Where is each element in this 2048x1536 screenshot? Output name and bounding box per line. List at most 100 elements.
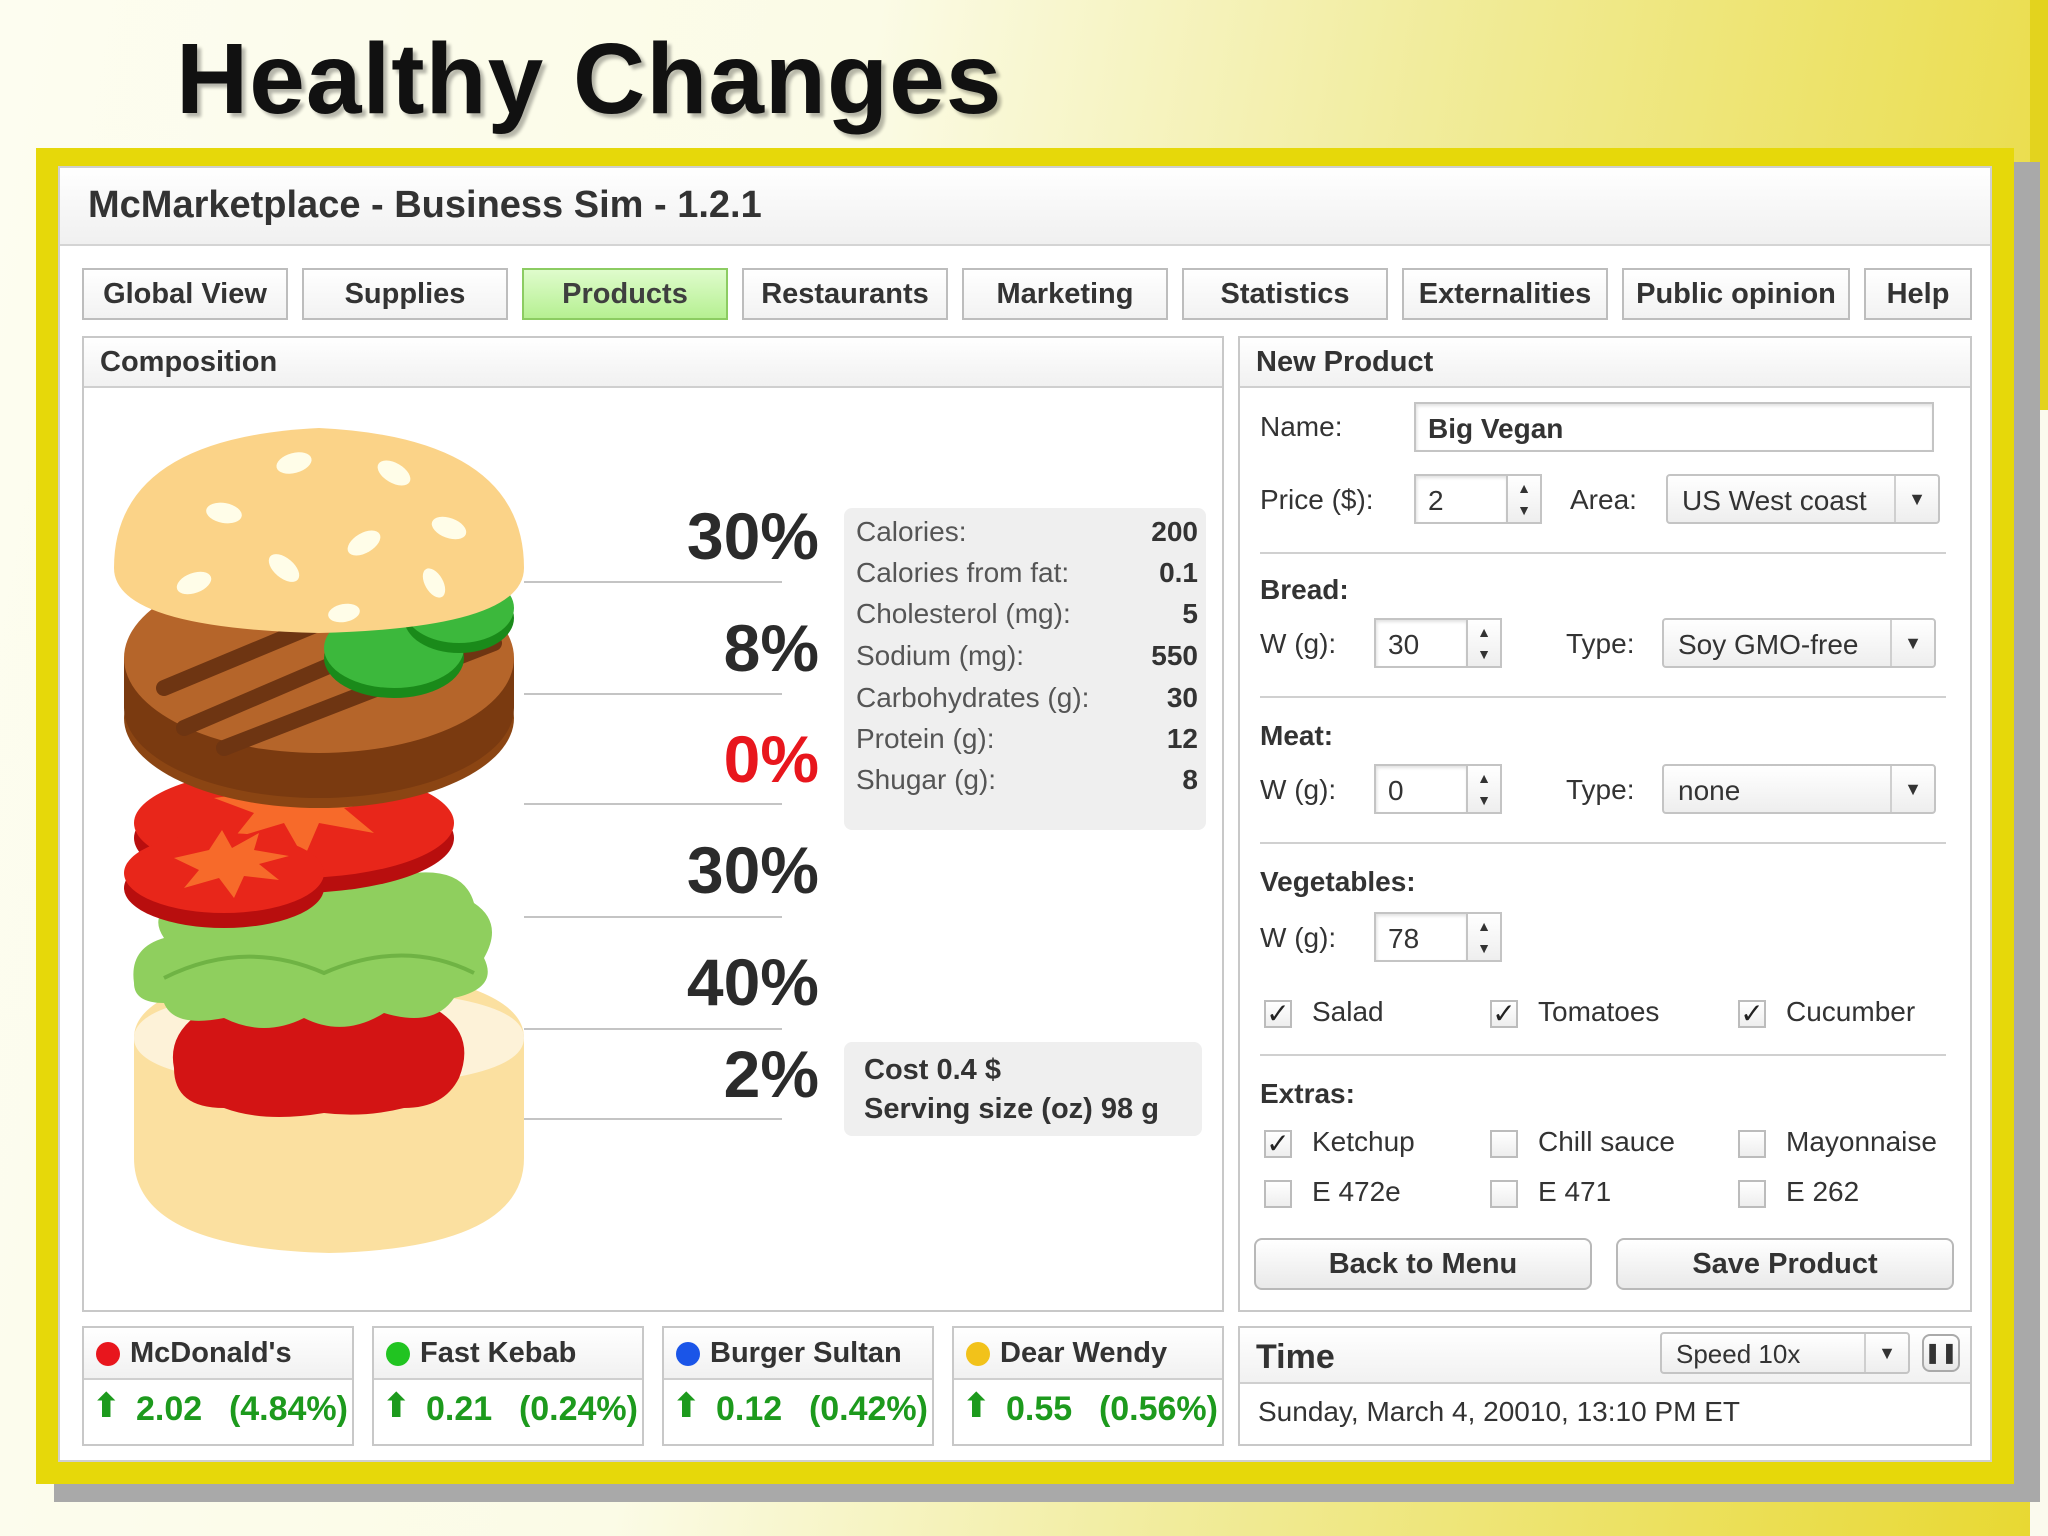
serving-text: Serving size (oz) 98 g	[864, 1093, 1159, 1125]
meat-label: Meat:	[1260, 720, 1334, 751]
app-window: McMarketplace - Business Sim - 1.2.1 Glo…	[58, 166, 1992, 1462]
pct-divider	[524, 581, 782, 583]
vegetables-label: Vegetables:	[1260, 866, 1416, 897]
name-input[interactable]: Big Vegan	[1414, 402, 1934, 452]
price-label: Price ($):	[1260, 484, 1374, 515]
pct-divider	[524, 693, 782, 695]
bread-weight-input[interactable]: 30	[1374, 618, 1468, 668]
salad-checkbox[interactable]: ✓	[1264, 1000, 1292, 1028]
chill-sauce-label: Chill sauce	[1538, 1126, 1675, 1157]
arrow-up-icon: ⬆	[92, 1387, 121, 1425]
competitor-card: Fast Kebab ⬆ 0.21 (0.24%)	[372, 1326, 644, 1446]
nutrition-row: Calories: 200	[856, 516, 1198, 547]
composition-title: Composition	[84, 338, 1222, 388]
area-label: Area:	[1570, 484, 1637, 515]
tab-public-opinion[interactable]: Public opinion	[1622, 268, 1850, 320]
arrow-up-icon: ⬆	[672, 1387, 701, 1425]
e472e-checkbox[interactable]	[1264, 1180, 1292, 1208]
time-title: Time	[1256, 1338, 1335, 1376]
tab-restaurants[interactable]: Restaurants	[742, 268, 948, 320]
status-dot-icon	[676, 1342, 700, 1366]
pct-cucumber: 8%	[723, 611, 819, 685]
bread-weight-label: W (g):	[1260, 628, 1337, 659]
tab-marketing[interactable]: Marketing	[962, 268, 1168, 320]
mayonnaise-checkbox[interactable]	[1738, 1130, 1766, 1158]
ketchup-label: Ketchup	[1312, 1126, 1415, 1157]
nutrition-row: Calories from fat: 0.1	[856, 557, 1198, 588]
e262-checkbox[interactable]	[1738, 1180, 1766, 1208]
e262-label: E 262	[1786, 1176, 1860, 1207]
meat-weight-label: W (g):	[1260, 774, 1337, 805]
tab-global-view[interactable]: Global View	[82, 268, 288, 320]
salad-label: Salad	[1312, 996, 1384, 1027]
arrow-up-icon: ⬆	[382, 1387, 411, 1425]
window-titlebar: McMarketplace - Business Sim - 1.2.1	[60, 168, 1990, 246]
veg-weight-input[interactable]: 78	[1374, 912, 1468, 962]
veg-weight-stepper[interactable]: ▲ ▼	[1466, 912, 1502, 962]
pause-icon[interactable]: ❚❚	[1922, 1334, 1960, 1372]
chevron-down-icon: ▼	[1864, 1334, 1908, 1372]
name-label: Name:	[1260, 411, 1343, 442]
current-datetime: Sunday, March 4, 20010, 13:10 PM ET	[1258, 1396, 1740, 1427]
window-title: McMarketplace - Business Sim - 1.2.1	[88, 184, 762, 226]
cucumber-checkbox[interactable]: ✓	[1738, 1000, 1766, 1028]
price-stepper[interactable]: ▲ ▼	[1506, 474, 1542, 524]
meat-weight-stepper[interactable]: ▲ ▼	[1466, 764, 1502, 814]
tab-supplies[interactable]: Supplies	[302, 268, 508, 320]
price-input[interactable]: 2	[1414, 474, 1508, 524]
save-product-button[interactable]: Save Product	[1616, 1238, 1954, 1290]
pct-ketchup: 2%	[723, 1037, 819, 1111]
nutrition-row: Shugar (g): 8	[856, 764, 1198, 795]
new-product-title: New Product	[1240, 338, 1970, 388]
pct-divider	[524, 1118, 782, 1120]
divider	[1260, 552, 1946, 554]
competitor-card: McDonald's ⬆ 2.02 (4.84%)	[82, 1326, 354, 1446]
nutrition-row: Cholesterol (mg): 5	[856, 598, 1198, 629]
e471-label: E 471	[1538, 1176, 1612, 1207]
divider	[1260, 696, 1946, 698]
back-to-menu-button[interactable]: Back to Menu	[1254, 1238, 1592, 1290]
divider	[1260, 842, 1946, 844]
tab-products[interactable]: Products	[522, 268, 728, 320]
competitor-header: Fast Kebab	[374, 1328, 642, 1380]
e471-checkbox[interactable]	[1490, 1180, 1518, 1208]
area-select[interactable]: US West coast ▼	[1666, 474, 1940, 524]
veg-weight-label: W (g):	[1260, 922, 1337, 953]
divider	[1260, 1054, 1946, 1056]
pct-meat: 0%	[723, 722, 819, 796]
chill-sauce-checkbox[interactable]	[1490, 1130, 1518, 1158]
nutrition-row: Carbohydrates (g): 30	[856, 682, 1198, 713]
tomatoes-checkbox[interactable]: ✓	[1490, 1000, 1518, 1028]
tomatoes-label: Tomatoes	[1538, 996, 1660, 1027]
pct-divider	[524, 803, 782, 805]
pct-divider	[524, 1028, 782, 1030]
bread-weight-stepper[interactable]: ▲ ▼	[1466, 618, 1502, 668]
meat-weight-input[interactable]: 0	[1374, 764, 1468, 814]
competitor-header: McDonald's	[84, 1328, 352, 1380]
pct-tomatoes: 30%	[686, 833, 819, 907]
chevron-down-icon: ▼	[1894, 476, 1938, 522]
tab-statistics[interactable]: Statistics	[1182, 268, 1388, 320]
status-dot-icon	[96, 1342, 120, 1366]
bread-type-label: Type:	[1566, 628, 1635, 659]
status-dot-icon	[386, 1342, 410, 1366]
competitor-header: Burger Sultan	[664, 1328, 932, 1380]
competitor-header: Dear Wendy	[954, 1328, 1222, 1380]
mayonnaise-label: Mayonnaise	[1786, 1126, 1937, 1157]
meat-type-select[interactable]: none ▼	[1662, 764, 1936, 814]
competitor-card: Dear Wendy ⬆ 0.55 (0.56%)	[952, 1326, 1224, 1446]
new-product-panel: New Product Name: Big Vegan Price ($): 2…	[1238, 336, 1972, 1312]
chevron-down-icon: ▼	[1890, 766, 1934, 812]
speed-select[interactable]: Speed 10x ▼	[1660, 1332, 1910, 1374]
cucumber-label: Cucumber	[1786, 996, 1916, 1027]
slide-title: Healthy Changes	[176, 23, 1003, 135]
time-header: Time Speed 10x ▼ ❚❚	[1240, 1328, 1970, 1384]
tab-externalities[interactable]: Externalities	[1402, 268, 1608, 320]
tab-help[interactable]: Help	[1864, 268, 1972, 320]
bread-type-select[interactable]: Soy GMO-free ▼	[1662, 618, 1936, 668]
meat-type-label: Type:	[1566, 774, 1635, 805]
burger-illustration	[114, 428, 524, 1253]
ketchup-checkbox[interactable]: ✓	[1264, 1130, 1292, 1158]
nutrition-row: Protein (g): 12	[856, 723, 1198, 754]
cost-text: Cost 0.4 $	[864, 1054, 1001, 1086]
